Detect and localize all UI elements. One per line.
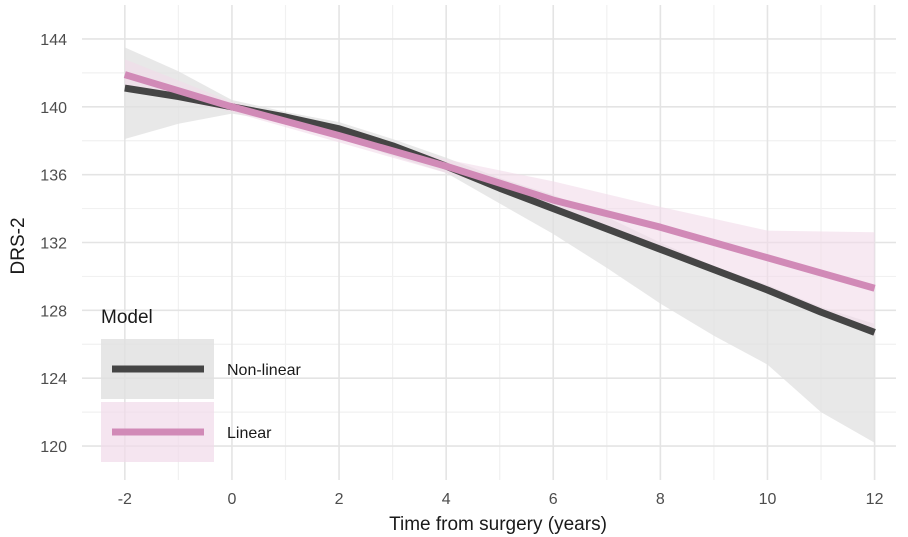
y-tick-label: 140 xyxy=(40,100,67,117)
y-tick-label: 120 xyxy=(40,439,67,456)
linear-legend-label: Linear xyxy=(227,425,272,442)
x-tick-label: 8 xyxy=(656,491,665,508)
x-tick-label: 12 xyxy=(866,491,884,508)
legend: Model Non-linear Linear xyxy=(101,307,301,462)
non-linear-confidence-ribbon xyxy=(124,47,875,443)
y-axis-title: DRS-2 xyxy=(8,217,29,274)
series-lines xyxy=(123,71,876,336)
y-tick-label: 144 xyxy=(40,32,67,49)
x-tick-label: 4 xyxy=(442,491,451,508)
legend-items: Non-linear Linear xyxy=(101,339,301,462)
y-tick-label: 124 xyxy=(40,371,67,388)
x-tick-label: 0 xyxy=(227,491,236,508)
x-axis-title: Time from surgery (years) xyxy=(389,514,607,535)
y-axis-ticks: 120 124 128 132 136 140 144 xyxy=(40,32,67,456)
y-tick-label: 136 xyxy=(40,168,67,185)
x-tick-label: 10 xyxy=(759,491,777,508)
legend-title: Model xyxy=(101,307,153,328)
y-tick-label: 128 xyxy=(40,303,67,320)
x-tick-label: -2 xyxy=(118,491,132,508)
linear-line xyxy=(123,71,876,292)
x-tick-label: 2 xyxy=(335,491,344,508)
x-axis-ticks: -2 0 2 4 6 8 10 12 xyxy=(118,491,884,508)
y-tick-label: 132 xyxy=(40,236,67,253)
non-linear-legend-label: Non-linear xyxy=(227,362,301,379)
x-tick-label: 6 xyxy=(549,491,558,508)
